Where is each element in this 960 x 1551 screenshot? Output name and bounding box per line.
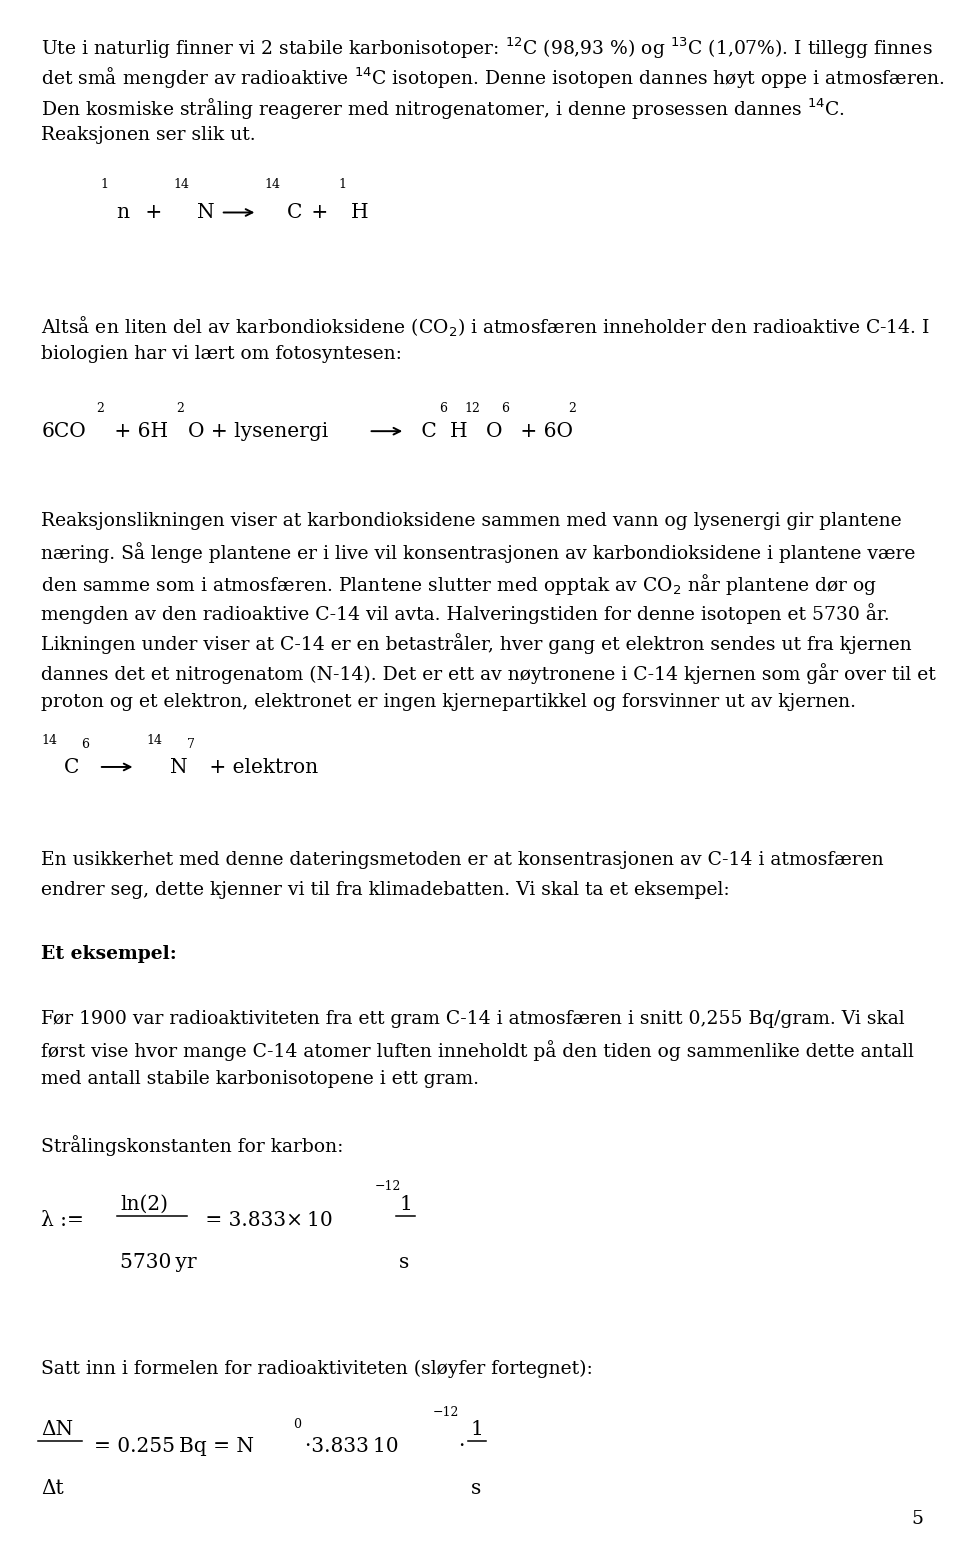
- Text: n: n: [116, 203, 130, 222]
- Text: med antall stabile karbonisotopene i ett gram.: med antall stabile karbonisotopene i ett…: [41, 1070, 479, 1089]
- Text: 1: 1: [399, 1194, 412, 1213]
- Text: C: C: [287, 203, 302, 222]
- Text: −12: −12: [433, 1405, 459, 1419]
- Text: 6CO: 6CO: [41, 422, 86, 440]
- Text: 14: 14: [264, 178, 280, 191]
- Text: endrer seg, dette kjenner vi til fra klimadebatten. Vi skal ta et eksempel:: endrer seg, dette kjenner vi til fra kli…: [41, 881, 730, 900]
- Text: 5730 yr: 5730 yr: [120, 1253, 197, 1272]
- Text: proton og et elektron, elektronet er ingen kjernepartikkel og forsvinner ut av k: proton og et elektron, elektronet er ing…: [41, 693, 856, 712]
- Text: s: s: [470, 1478, 481, 1498]
- Text: Strålingskonstanten for karbon:: Strålingskonstanten for karbon:: [41, 1134, 344, 1155]
- Text: Et eksempel:: Et eksempel:: [41, 945, 177, 963]
- Text: det små mengder av radioaktive $^{14}$C isotopen. Denne isotopen dannes høyt opp: det små mengder av radioaktive $^{14}$C …: [41, 65, 945, 92]
- Text: O: O: [486, 422, 502, 440]
- Text: 6: 6: [82, 737, 89, 751]
- Text: + 6H: + 6H: [108, 422, 168, 440]
- Text: +: +: [305, 203, 335, 222]
- Text: ΔN: ΔN: [41, 1421, 73, 1439]
- Text: ·3.833 10: ·3.833 10: [305, 1436, 399, 1456]
- Text: 12: 12: [465, 402, 481, 414]
- Text: 2: 2: [568, 402, 576, 414]
- Text: Altså en liten del av karbondioksidene (CO$_2$) i atmosfæren inneholder den radi: Altså en liten del av karbondioksidene (…: [41, 315, 930, 340]
- Text: H: H: [450, 422, 468, 440]
- Text: 14: 14: [147, 734, 163, 748]
- Text: 5: 5: [912, 1509, 924, 1528]
- Text: ·: ·: [458, 1436, 465, 1456]
- Text: Satt inn i formelen for radioaktiviteten (sløyfer fortegnet):: Satt inn i formelen for radioaktiviteten…: [41, 1360, 593, 1379]
- Text: H: H: [351, 203, 369, 222]
- Text: C: C: [64, 757, 80, 777]
- Text: = 0.255 Bq = N: = 0.255 Bq = N: [94, 1436, 254, 1456]
- Text: Likningen under viser at C-14 er en betastråler, hver gang et elektron sendes ut: Likningen under viser at C-14 er en beta…: [41, 633, 912, 655]
- Text: 1: 1: [101, 178, 108, 191]
- Text: Før 1900 var radioaktiviteten fra ett gram C-14 i atmosfæren i snitt 0,255 Bq/gr: Før 1900 var radioaktiviteten fra ett gr…: [41, 1010, 905, 1028]
- Text: 6: 6: [501, 402, 509, 414]
- Text: biologien har vi lært om fotosyntesen:: biologien har vi lært om fotosyntesen:: [41, 344, 402, 363]
- Text: dannes det et nitrogenatom (N-14). Det er ett av nøytronene i C-14 kjernen som g: dannes det et nitrogenatom (N-14). Det e…: [41, 662, 936, 684]
- Text: mengden av den radioaktive C-14 vil avta. Halveringstiden for denne isotopen et : mengden av den radioaktive C-14 vil avta…: [41, 602, 890, 624]
- Text: N: N: [170, 757, 187, 777]
- Text: N: N: [197, 203, 214, 222]
- Text: + 6O: + 6O: [514, 422, 572, 440]
- Text: Reaksjonen ser slik ut.: Reaksjonen ser slik ut.: [41, 126, 256, 144]
- Text: den samme som i atmosfæren. Plantene slutter med opptak av CO$_2$ når plantene d: den samme som i atmosfæren. Plantene slu…: [41, 572, 877, 597]
- Text: λ :=: λ :=: [41, 1211, 84, 1230]
- Text: 14: 14: [41, 734, 58, 748]
- Text: 6: 6: [439, 402, 446, 414]
- Text: 2: 2: [177, 402, 184, 414]
- Text: Ute i naturlig finner vi 2 stabile karbonisotoper: $^{12}$C (98,93 %) og $^{13}$: Ute i naturlig finner vi 2 stabile karbo…: [41, 36, 933, 60]
- Text: først vise hvor mange C-14 atomer luften inneholdt på den tiden og sammenlike de: først vise hvor mange C-14 atomer luften…: [41, 1039, 914, 1061]
- Text: 2: 2: [96, 402, 104, 414]
- Text: En usikkerhet med denne dateringsmetoden er at konsentrasjonen av C-14 i atmosfæ: En usikkerhet med denne dateringsmetoden…: [41, 850, 884, 869]
- Text: Δt: Δt: [41, 1478, 64, 1498]
- Text: O + lysenergi: O + lysenergi: [188, 422, 335, 440]
- Text: 7: 7: [187, 737, 195, 751]
- Text: 14: 14: [174, 178, 190, 191]
- Text: + elektron: + elektron: [203, 757, 318, 777]
- Text: = 3.833× 10: = 3.833× 10: [199, 1211, 332, 1230]
- Text: +: +: [139, 203, 169, 222]
- Text: Reaksjonslikningen viser at karbondioksidene sammen med vann og lysenergi gir pl: Reaksjonslikningen viser at karbondioksi…: [41, 512, 901, 530]
- Text: næring. Så lenge plantene er i live vil konsentrasjonen av karbondioksidene i pl: næring. Så lenge plantene er i live vil …: [41, 541, 916, 563]
- Text: s: s: [399, 1253, 410, 1272]
- Text: ln(2): ln(2): [120, 1194, 168, 1213]
- Text: C: C: [415, 422, 437, 440]
- Text: Den kosmiske stråling reagerer med nitrogenatomer, i denne prosessen dannes $^{1: Den kosmiske stråling reagerer med nitro…: [41, 96, 846, 121]
- Text: 1: 1: [470, 1421, 483, 1439]
- Text: 0: 0: [293, 1418, 300, 1432]
- Text: −12: −12: [374, 1180, 400, 1193]
- Text: 1: 1: [339, 178, 347, 191]
